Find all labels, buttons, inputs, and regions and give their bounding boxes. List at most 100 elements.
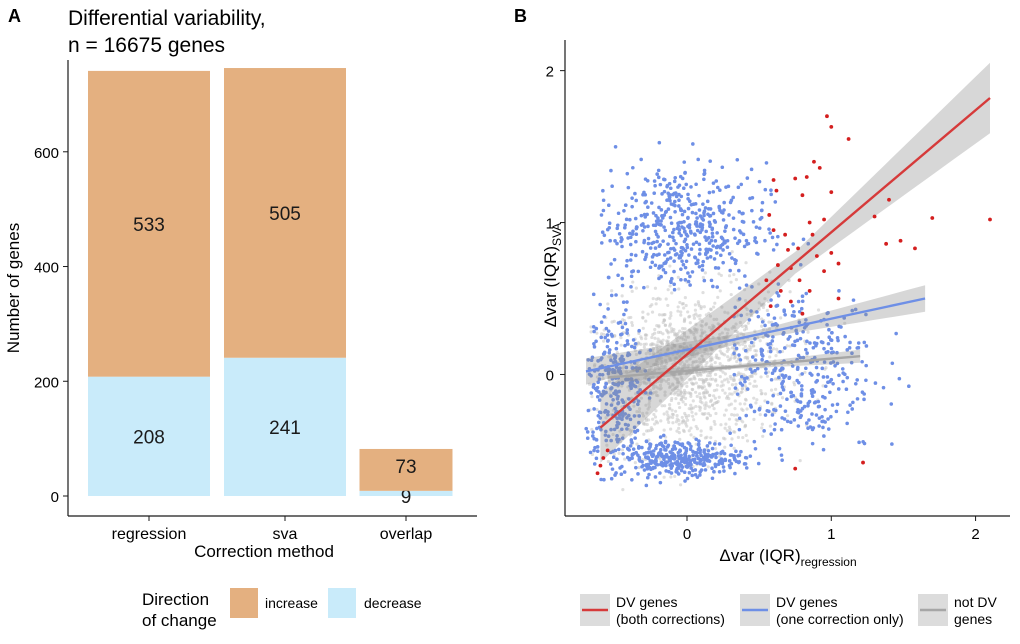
scatter-point-dv-one bbox=[686, 234, 690, 238]
scatter-point-not-dv bbox=[698, 405, 701, 408]
scatter-point-dv-one bbox=[764, 413, 768, 417]
scatter-point-not-dv bbox=[689, 321, 692, 324]
scatter-point-dv-one bbox=[744, 456, 748, 460]
scatter-point-dv-one bbox=[688, 471, 692, 475]
scatter-point-dv-one bbox=[748, 197, 752, 201]
scatter-point-dv-one bbox=[771, 413, 775, 417]
scatter-point-not-dv bbox=[657, 325, 660, 328]
scatter-point-not-dv bbox=[644, 333, 647, 336]
scatter-point-dv-one bbox=[728, 431, 732, 435]
scatter-point-dv-one bbox=[874, 381, 878, 385]
scatter-point-not-dv bbox=[729, 377, 732, 380]
scatter-point-not-dv bbox=[684, 296, 687, 299]
scatter-point-dv-one bbox=[837, 374, 841, 378]
scatter-point-dv-one bbox=[729, 453, 733, 457]
scatter-point-dv-one bbox=[793, 418, 797, 422]
scatter-point-dv-one bbox=[589, 451, 593, 455]
scatter-point-dv-one bbox=[669, 216, 673, 220]
scatter-point-dv-one bbox=[804, 292, 808, 296]
scatter-point-not-dv bbox=[738, 378, 741, 381]
scatter-point-dv-one bbox=[625, 264, 629, 268]
scatter-point-dv-one bbox=[719, 253, 723, 257]
scatter-point-dv-one bbox=[685, 243, 689, 247]
scatter-point-dv-one bbox=[757, 462, 761, 466]
scatter-point-dv-one bbox=[823, 408, 827, 412]
scatter-point-dv-one bbox=[660, 214, 664, 218]
scatter-point-dv-one bbox=[750, 341, 754, 345]
scatter-point-dv-one bbox=[655, 253, 659, 257]
scatter-point-dv-one bbox=[615, 227, 619, 231]
scatter-point-dv-both bbox=[772, 228, 776, 232]
scatter-point-dv-one bbox=[789, 420, 793, 424]
scatter-point-dv-both bbox=[779, 289, 783, 293]
scatter-point-dv-one bbox=[622, 209, 626, 213]
scatter-point-dv-one bbox=[708, 159, 712, 163]
scatter-point-dv-one bbox=[861, 390, 865, 394]
scatter-point-not-dv bbox=[712, 394, 715, 397]
scatter-point-dv-one bbox=[882, 386, 886, 390]
scatter-point-dv-one bbox=[773, 316, 777, 320]
scatter-point-dv-one bbox=[732, 373, 736, 377]
scatter-point-dv-one bbox=[752, 220, 756, 224]
scatter-point-dv-one bbox=[698, 208, 702, 212]
scatter-point-dv-one bbox=[666, 445, 670, 449]
scatter-point-dv-one bbox=[804, 348, 808, 352]
legend-a-key-decrease bbox=[328, 588, 356, 618]
scatter-point-dv-one bbox=[707, 207, 711, 211]
scatter-point-dv-one bbox=[721, 248, 725, 252]
scatter-point-dv-one bbox=[743, 380, 747, 384]
scatter-point-not-dv bbox=[673, 475, 676, 478]
scatter-point-dv-one bbox=[740, 375, 744, 379]
scatter-point-dv-one bbox=[755, 241, 759, 245]
scatter-point-not-dv bbox=[774, 388, 777, 391]
scatter-point-dv-one bbox=[627, 186, 631, 190]
scatter-point-dv-one bbox=[824, 384, 828, 388]
scatter-point-dv-one bbox=[706, 459, 710, 463]
scatter-point-dv-one bbox=[634, 254, 638, 258]
scatter-point-dv-one bbox=[708, 441, 712, 445]
scatter-point-not-dv bbox=[655, 302, 658, 305]
scatter-point-dv-one bbox=[690, 203, 694, 207]
scatter-point-dv-one bbox=[698, 248, 702, 252]
scatter-point-dv-one bbox=[596, 395, 600, 399]
scatter-point-dv-one bbox=[671, 236, 675, 240]
scatter-point-dv-one bbox=[769, 350, 773, 354]
scatter-point-not-dv bbox=[806, 331, 809, 334]
scatter-point-not-dv bbox=[759, 339, 762, 342]
scatter-point-dv-one bbox=[796, 400, 800, 404]
scatter-point-dv-one bbox=[694, 262, 698, 266]
scatter-point-dv-one bbox=[780, 416, 784, 420]
scatter-point-not-dv bbox=[692, 418, 695, 421]
scatter-point-not-dv bbox=[713, 407, 716, 410]
panel-a-y-axis-title: Number of genes bbox=[4, 223, 23, 353]
scatter-point-not-dv bbox=[760, 325, 763, 328]
legend-a-label-increase: increase bbox=[265, 595, 318, 611]
scatter-point-not-dv bbox=[678, 406, 681, 409]
scatter-point-not-dv bbox=[702, 392, 705, 395]
scatter-point-not-dv bbox=[693, 317, 696, 320]
scatter-point-dv-one bbox=[797, 300, 801, 304]
scatter-point-dv-one bbox=[617, 448, 621, 452]
scatter-point-dv-one bbox=[829, 338, 833, 342]
scatter-point-not-dv bbox=[695, 425, 698, 428]
legend-a-key-increase bbox=[230, 588, 258, 618]
scatter-point-dv-one bbox=[826, 375, 830, 379]
scatter-point-not-dv bbox=[691, 415, 694, 418]
scatter-point-dv-one bbox=[713, 257, 717, 261]
scatter-point-dv-both bbox=[837, 262, 841, 266]
scatter-point-not-dv bbox=[690, 407, 693, 410]
scatter-point-dv-one bbox=[820, 340, 824, 344]
scatter-point-dv-one bbox=[845, 376, 849, 380]
scatter-point-dv-one bbox=[614, 293, 618, 297]
scatter-point-dv-one bbox=[641, 193, 645, 197]
scatter-point-dv-one bbox=[646, 205, 650, 209]
scatter-point-dv-one bbox=[815, 413, 819, 417]
scatter-point-dv-one bbox=[631, 232, 635, 236]
scatter-point-dv-one bbox=[600, 241, 604, 245]
scatter-point-dv-one bbox=[841, 380, 845, 384]
scatter-point-dv-one bbox=[654, 462, 658, 466]
scatter-point-dv-one bbox=[746, 176, 750, 180]
scatter-point-not-dv bbox=[688, 378, 691, 381]
scatter-point-not-dv bbox=[658, 313, 661, 316]
scatter-point-dv-one bbox=[672, 259, 676, 263]
